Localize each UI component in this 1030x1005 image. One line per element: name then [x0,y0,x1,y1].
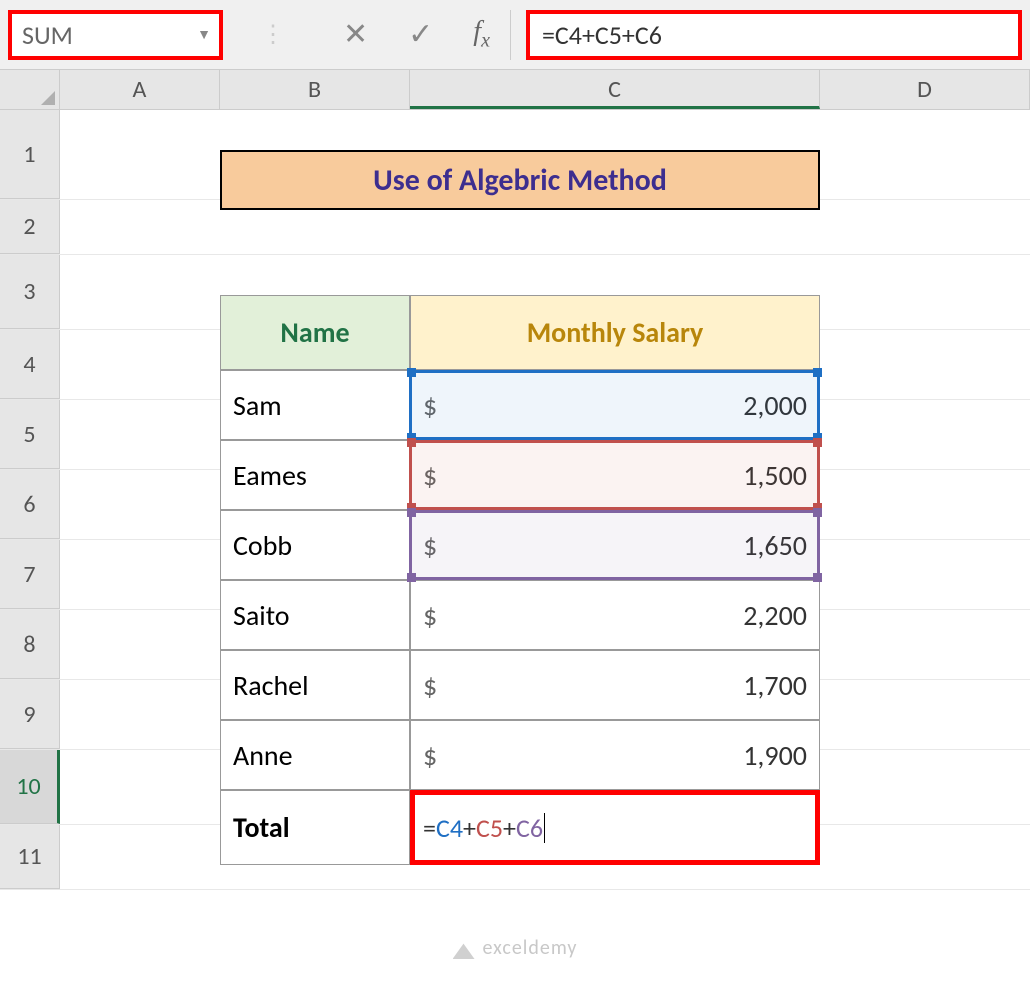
formula-plus: + [463,812,476,844]
data-table: Name Monthly Salary Sam $2,000 Eames $1,… [220,295,820,865]
salary-amount: 2,200 [743,598,807,633]
col-header-d[interactable]: D [820,70,1030,109]
formula-ref-c5: C5 [476,812,503,844]
cell-salary[interactable]: $2,000 [410,370,820,440]
formula-input[interactable]: =C4+C5+C6 [526,10,1022,60]
cell-name[interactable]: Anne [220,720,410,790]
salary-amount: 1,500 [743,458,807,493]
column-headers: A B C D [0,70,1030,110]
formula-bar-buttons: ✕ ✓ fx [323,10,511,60]
cell-total-formula[interactable]: =C4+C5+C6 [410,790,820,865]
salary-amount: 1,650 [743,528,807,563]
row-header[interactable]: 9 [0,680,60,749]
cell-name[interactable]: Saito [220,580,410,650]
enter-icon[interactable]: ✓ [408,16,433,53]
cancel-icon[interactable]: ✕ [343,16,368,53]
col-header-b[interactable]: B [220,70,410,109]
table-header-row: Name Monthly Salary [220,295,820,370]
formula-bar: SUM ▼ ⋮ ✕ ✓ fx =C4+C5+C6 [0,0,1030,70]
table-row: Cobb $1,650 [220,510,820,580]
table-row: Rachel $1,700 [220,650,820,720]
page-title[interactable]: Use of Algebric Method [220,150,820,210]
row-header[interactable]: 6 [0,470,60,539]
header-salary[interactable]: Monthly Salary [410,295,820,370]
fx-icon[interactable]: fx [473,16,490,53]
cell-name[interactable]: Sam [220,370,410,440]
cell-total-label[interactable]: Total [220,790,410,865]
currency-symbol: $ [423,528,437,563]
row-header[interactable]: 8 [0,610,60,679]
table-row: Anne $1,900 [220,720,820,790]
currency-symbol: $ [423,388,437,423]
table-total-row: Total =C4+C5+C6 [220,790,820,865]
row-header[interactable]: 4 [0,330,60,399]
cell-name[interactable]: Eames [220,440,410,510]
cell-salary[interactable]: $1,650 [410,510,820,580]
header-name[interactable]: Name [220,295,410,370]
formula-ref-c4: C4 [436,812,463,844]
cell-name[interactable]: Cobb [220,510,410,580]
currency-symbol: $ [423,458,437,493]
currency-symbol: $ [423,668,437,703]
col-header-c[interactable]: C [410,70,820,109]
cell-salary[interactable]: $1,900 [410,720,820,790]
rows-container: 1 2 3 4 5 6 7 8 9 10 11 Use of Algebric … [0,110,1030,890]
row-header[interactable]: 5 [0,400,60,469]
row-header[interactable]: 11 [0,825,60,889]
chevron-down-icon[interactable]: ▼ [197,26,211,43]
formula-plus: + [503,812,516,844]
watermark: exceldemy [0,936,1030,960]
formula-equals: = [423,812,436,844]
formula-text: =C4+C5+C6 [542,19,662,51]
logo-icon [453,937,475,959]
separator: ⋮ [223,20,323,49]
cell-salary[interactable]: $1,500 [410,440,820,510]
name-box-value: SUM [22,19,73,51]
formula-ref-c6: C6 [516,812,543,844]
table-row: Eames $1,500 [220,440,820,510]
salary-amount: 1,900 [743,738,807,773]
table-row: Sam $2,000 [220,370,820,440]
watermark-text: exceldemy [483,936,578,960]
col-header-a[interactable]: A [60,70,220,109]
currency-symbol: $ [423,738,437,773]
currency-symbol: $ [423,598,437,633]
cell-name[interactable]: Rachel [220,650,410,720]
row-header[interactable]: 1 [0,110,60,199]
salary-amount: 2,000 [743,388,807,423]
row-header[interactable]: 2 [0,200,60,254]
row-header[interactable]: 10 [0,750,60,824]
salary-amount: 1,700 [743,668,807,703]
name-box[interactable]: SUM ▼ [8,10,223,60]
cell-salary[interactable]: $1,700 [410,650,820,720]
text-cursor-icon [544,813,545,843]
row-header[interactable]: 7 [0,540,60,609]
select-all-corner[interactable] [0,70,60,109]
table-row: Saito $2,200 [220,580,820,650]
cell-salary[interactable]: $2,200 [410,580,820,650]
spreadsheet-grid: A B C D 1 2 3 4 5 6 7 8 9 10 11 Use of A… [0,70,1030,890]
row-header[interactable]: 3 [0,255,60,329]
